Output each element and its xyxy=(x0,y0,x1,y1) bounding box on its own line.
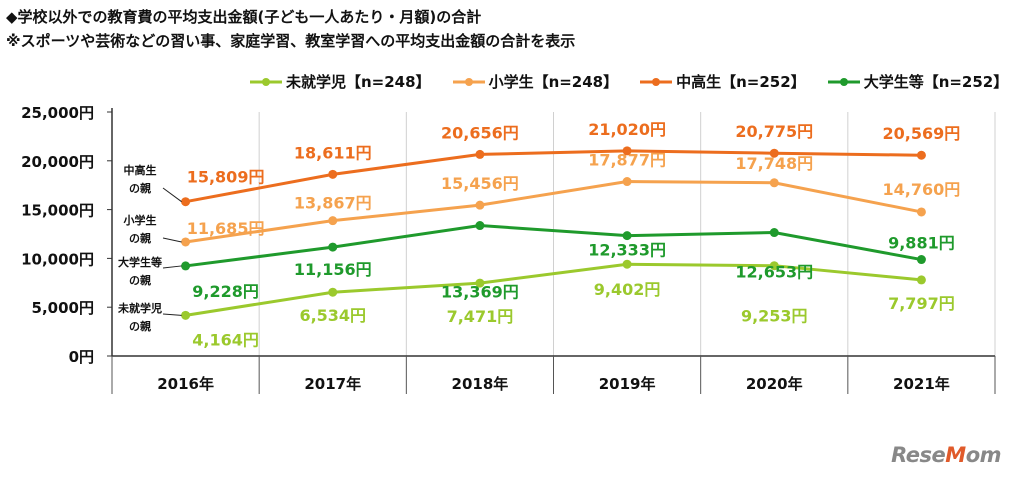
chart-title: ◆学校以外での教育費の平均支出金額(子ども一人あたり・月額)の合計 xyxy=(6,8,482,26)
legend-label: 小学生【n=248】 xyxy=(488,73,619,91)
y-tick-label: 15,000円 xyxy=(21,202,94,220)
data-point xyxy=(622,177,632,187)
data-point xyxy=(475,278,485,288)
data-point xyxy=(328,169,338,179)
data-point xyxy=(475,200,485,210)
resemom-logo: ReseMom xyxy=(891,443,1001,467)
y-tick-label: 0円 xyxy=(69,348,94,366)
data-label: 12,333円 xyxy=(588,241,666,260)
series-annotation: 中高生 xyxy=(124,163,157,177)
x-tick-label: 2020年 xyxy=(746,375,803,393)
series-annotation: の親 xyxy=(129,231,151,245)
legend-label: 中高生【n=252】 xyxy=(676,73,806,91)
data-point xyxy=(769,178,779,188)
data-point xyxy=(181,310,191,320)
legend: 未就学児【n=248】 小学生【n=248】 中高生【n=252】 大学生等【n… xyxy=(250,71,1008,92)
data-label: 17,748円 xyxy=(735,154,813,173)
legend-swatch-icon xyxy=(250,77,282,86)
legend-label: 大学生等【n=252】 xyxy=(863,73,1009,91)
chart-subtitle: ※スポーツや芸術などの習い事、家庭学習、教室学習への平均支出金額の合計を表示 xyxy=(6,32,576,50)
annotation-leader xyxy=(162,237,182,243)
legend-swatch-icon xyxy=(640,77,673,86)
x-tick-label: 2021年 xyxy=(893,375,950,393)
data-point xyxy=(181,237,191,247)
data-label: 9,402円 xyxy=(594,280,661,299)
data-label: 6,534円 xyxy=(299,306,366,325)
series-line xyxy=(185,262,922,317)
data-point xyxy=(916,275,926,285)
data-label: 20,569円 xyxy=(883,124,961,143)
series-line xyxy=(185,180,922,244)
data-label: 18,611円 xyxy=(294,143,372,162)
data-point xyxy=(328,216,338,226)
data-label: 20,656円 xyxy=(441,123,519,142)
legend-swatch-icon xyxy=(827,77,860,86)
data-label: 14,760円 xyxy=(883,180,961,199)
data-point xyxy=(328,242,338,252)
legend-item: 大学生等【n=252】 xyxy=(827,71,1009,92)
data-label: 17,877円 xyxy=(588,151,666,170)
data-label: 7,797円 xyxy=(888,294,955,313)
data-point xyxy=(916,207,926,217)
data-label: 11,156円 xyxy=(294,260,372,279)
data-label: 4,164円 xyxy=(192,330,259,349)
data-point xyxy=(916,150,926,160)
x-tick-label: 2017年 xyxy=(304,375,361,393)
data-label: 9,881円 xyxy=(888,234,955,253)
data-point xyxy=(769,148,779,158)
series-line xyxy=(185,224,922,268)
data-label: 15,809円 xyxy=(187,168,265,187)
series-annotation: の親 xyxy=(129,181,151,195)
data-point xyxy=(622,146,632,156)
data-label: 9,228円 xyxy=(192,282,259,301)
x-tick-label: 2016年 xyxy=(157,375,214,393)
data-point xyxy=(328,287,338,297)
annotation-leader xyxy=(162,187,182,203)
y-tick-label: 10,000円 xyxy=(21,250,94,268)
series-annotation: の親 xyxy=(129,319,151,333)
data-label: 13,867円 xyxy=(294,194,372,213)
series-annotation: 大学生等 xyxy=(118,255,162,269)
data-label: 7,471円 xyxy=(447,307,514,326)
data-point xyxy=(622,259,632,269)
data-label: 9,253円 xyxy=(741,307,808,326)
data-label: 20,775円 xyxy=(735,122,813,141)
legend-label: 未就学児【n=248】 xyxy=(286,73,431,91)
data-point xyxy=(769,261,779,271)
y-tick-label: 20,000円 xyxy=(21,153,94,171)
annotation-leader xyxy=(162,313,182,316)
y-tick-label: 25,000円 xyxy=(21,104,94,122)
series-line xyxy=(185,149,922,204)
legend-swatch-icon xyxy=(452,77,485,86)
legend-item: 小学生【n=248】 xyxy=(452,71,619,92)
legend-item: 中高生【n=252】 xyxy=(640,71,806,92)
x-tick-label: 2019年 xyxy=(599,375,656,393)
data-label: 21,020円 xyxy=(588,120,666,139)
data-point xyxy=(181,261,191,271)
data-point xyxy=(622,231,632,241)
series-annotation: 小学生 xyxy=(123,213,157,227)
data-point xyxy=(769,228,779,238)
annotation-leader xyxy=(162,265,182,269)
data-point xyxy=(181,197,191,207)
y-tick-label: 5,000円 xyxy=(32,299,94,317)
data-point xyxy=(475,221,485,231)
data-label: 12,653円 xyxy=(735,263,813,282)
data-label: 13,369円 xyxy=(441,283,519,302)
data-point xyxy=(916,255,926,265)
data-label: 11,685円 xyxy=(187,219,265,238)
x-tick-label: 2018年 xyxy=(452,375,509,393)
legend-item: 未就学児【n=248】 xyxy=(250,71,431,92)
series-annotation: 未就学児 xyxy=(117,301,162,315)
data-point xyxy=(475,149,485,159)
series-annotation: の親 xyxy=(129,273,151,287)
data-label: 15,456円 xyxy=(441,174,519,193)
